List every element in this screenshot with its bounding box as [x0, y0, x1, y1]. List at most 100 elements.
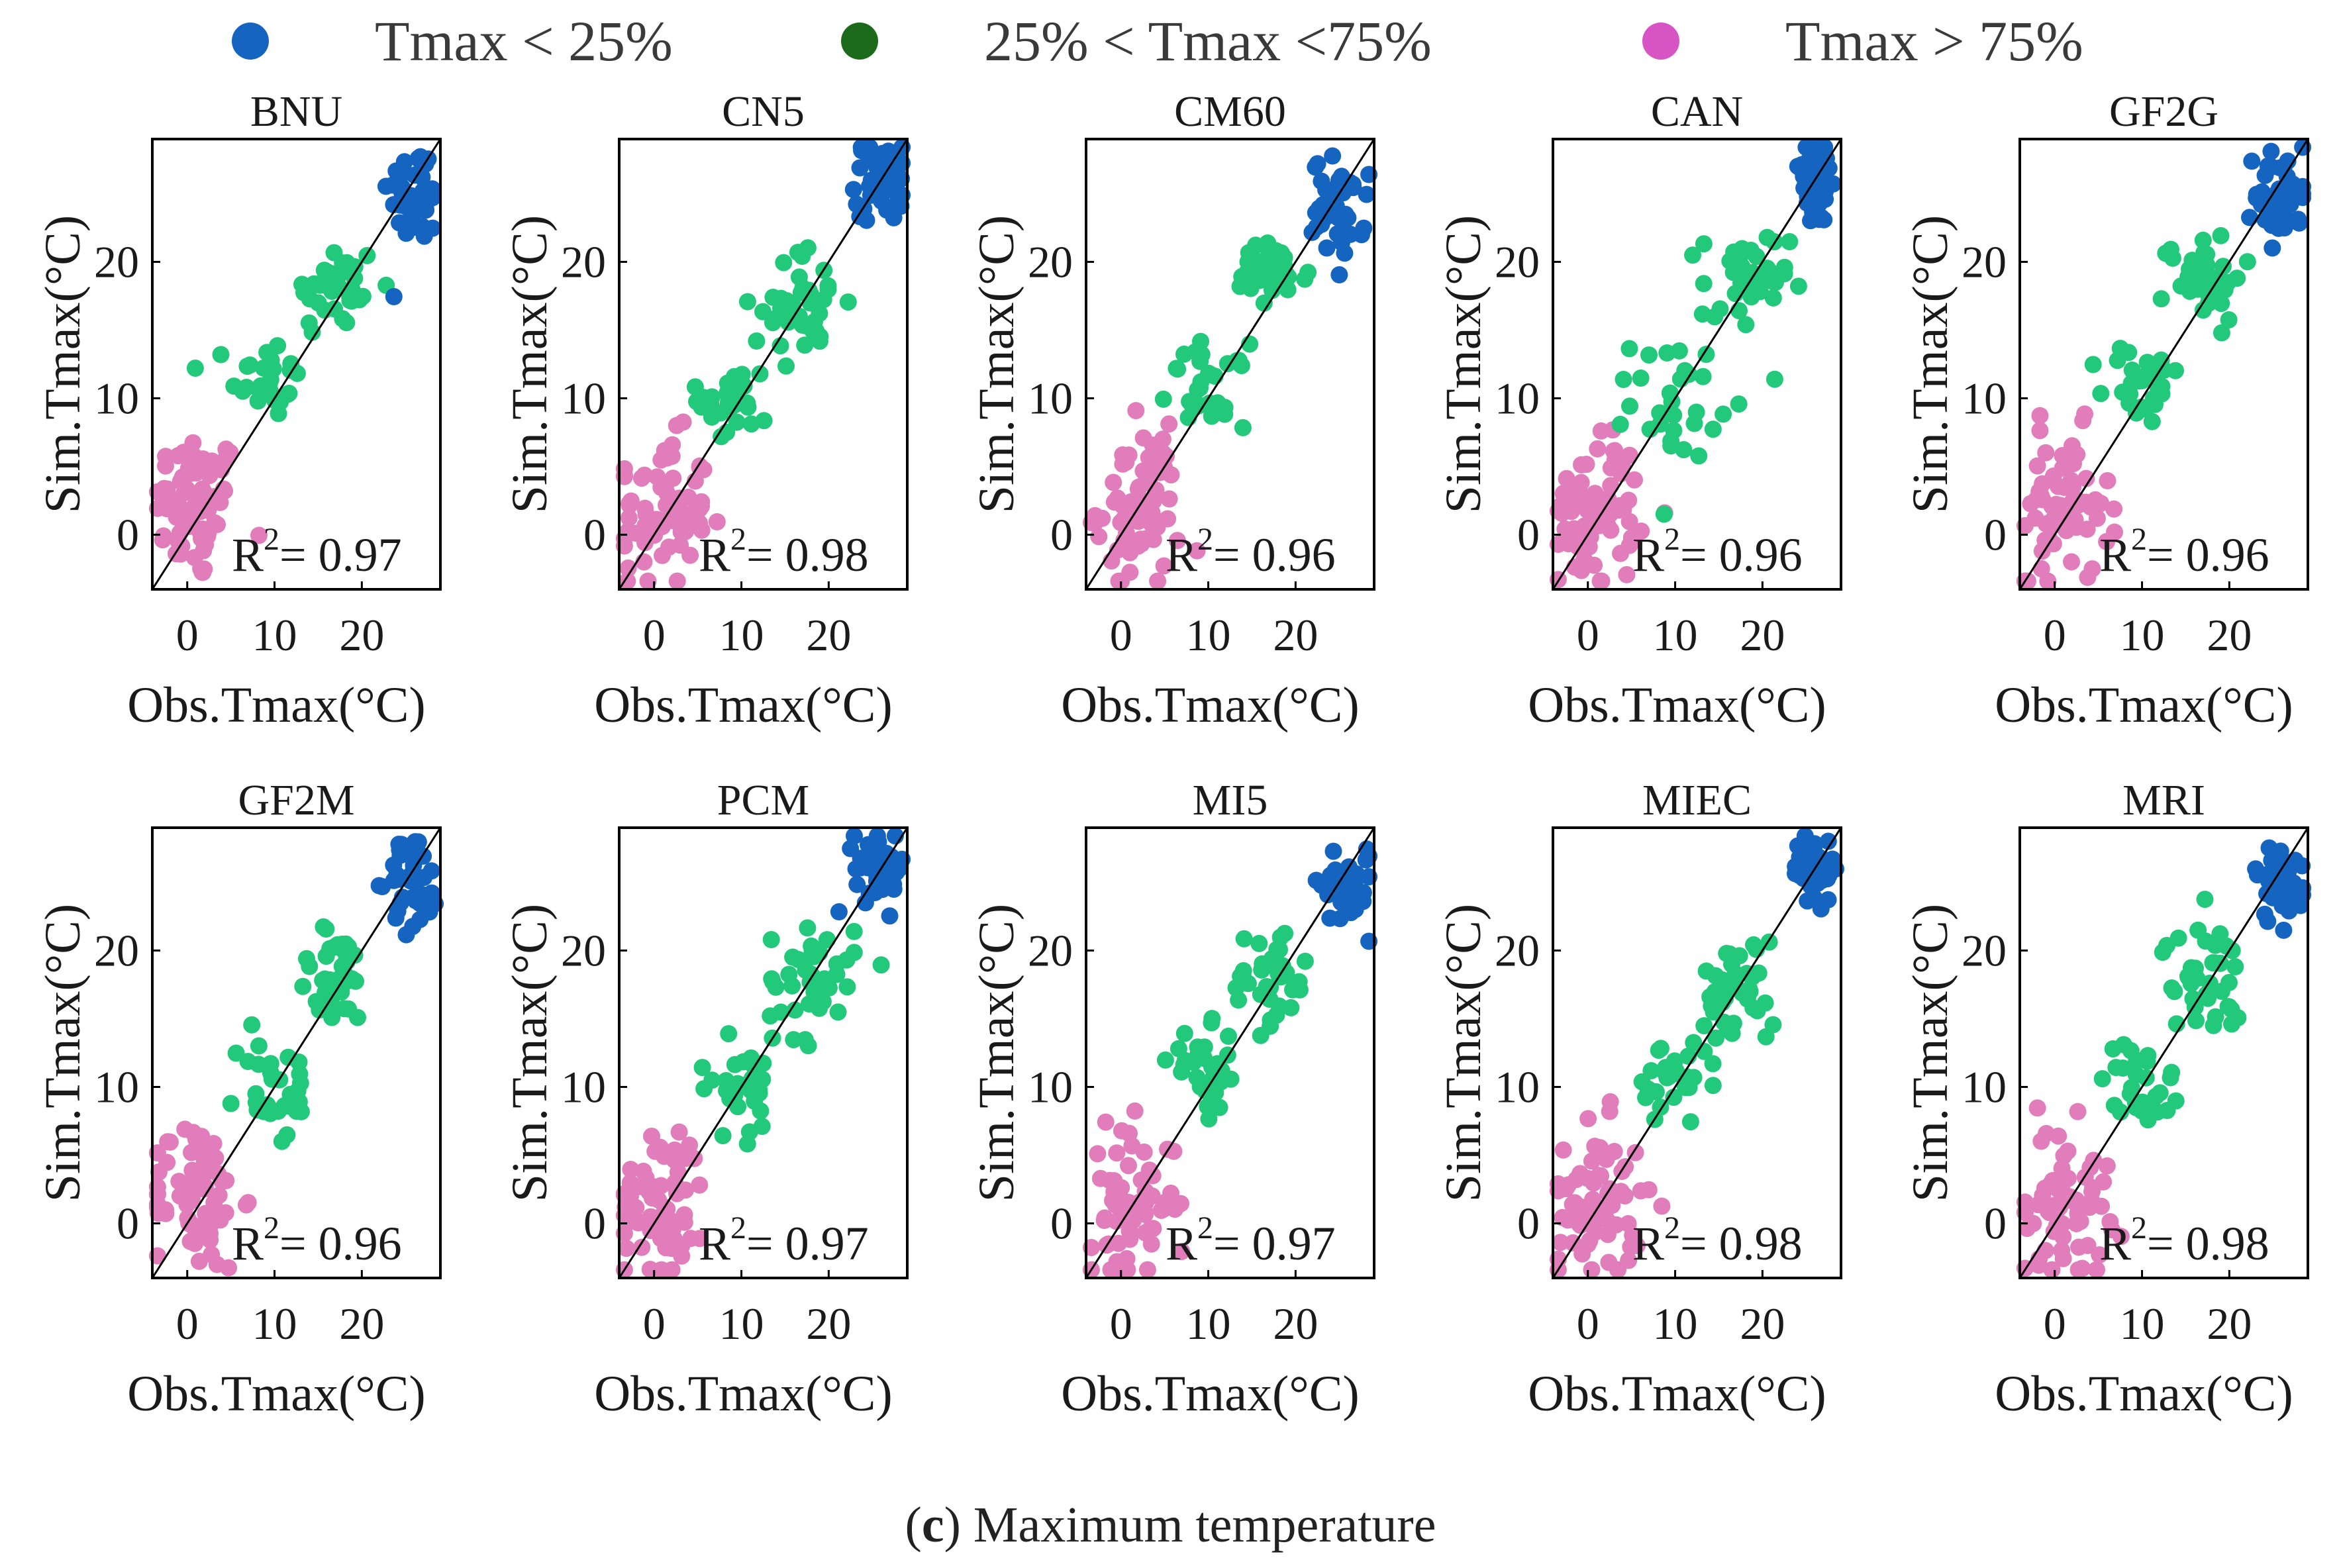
data-point-warm	[1554, 1141, 1572, 1159]
data-point-mid	[1704, 1055, 1722, 1073]
data-point-warm	[2053, 1159, 2071, 1177]
y-tick-label: 20	[1028, 925, 1073, 975]
data-point-cold	[409, 870, 426, 888]
data-point-mid	[2222, 1001, 2240, 1018]
y-tick-label: 10	[1962, 1062, 2007, 1112]
x-tick-label: 0	[643, 1298, 666, 1349]
data-point-mid	[751, 365, 769, 383]
data-point-cold	[1319, 886, 1337, 904]
r2-annotation: R2= 0.96	[1632, 522, 1803, 581]
data-point-cold	[1819, 891, 1837, 908]
data-point-warm	[1562, 503, 1580, 520]
r2-annotation: R2= 0.96	[1166, 522, 1336, 581]
data-point-mid	[222, 1095, 240, 1112]
data-point-mid	[790, 268, 808, 286]
axes-frame	[1085, 826, 1375, 1279]
one-to-one-line	[1085, 827, 1375, 1279]
r2-annotation: R2= 0.97	[1166, 1210, 1336, 1270]
x-tick-label: 0	[1577, 1298, 1599, 1349]
data-point-mid	[338, 953, 356, 971]
one-to-one-line	[151, 827, 442, 1279]
figure-caption: (c) Maximum temperature	[0, 1496, 2341, 1554]
data-point-warm	[206, 514, 224, 532]
data-point-warm	[1579, 1110, 1597, 1128]
data-point-warm	[1583, 1261, 1601, 1279]
data-point-mid	[1693, 305, 1711, 323]
data-point-mid	[262, 357, 280, 375]
data-point-cold	[2273, 897, 2291, 914]
data-point-warm	[648, 468, 666, 486]
panel-mi5: 0 10 20 0 10 20 MI5 Obs.Tmax(°C) Sim.Tmax(°C) R2=…	[969, 776, 1378, 1422]
data-point-cold	[385, 288, 403, 305]
data-point-warm	[1566, 558, 1584, 576]
data-point-cold	[411, 148, 429, 166]
data-point-mid	[1676, 362, 1694, 379]
y-axis-label: Sim.Tmax(°C)	[35, 215, 91, 513]
y-axis-label: Sim.Tmax(°C)	[502, 904, 558, 1202]
data-point-mid	[2138, 1052, 2156, 1070]
data-point-warm	[1586, 501, 1604, 518]
caption-prefix: (	[905, 1497, 922, 1553]
y-tick-label: 10	[561, 1062, 606, 1112]
panel-mri: 0 10 20 0 10 20 MRI Obs.Tmax(°C) Sim.Tmax(°C) R2=…	[1903, 776, 2312, 1422]
r2-annotation: R2= 0.98	[2099, 1210, 2269, 1270]
data-point-mid	[712, 404, 730, 422]
data-point-warm	[1134, 429, 1152, 447]
legend-item-warm: Tmax > 75%	[1642, 8, 2083, 74]
data-point-warm	[1576, 517, 1593, 535]
data-point-warm	[670, 1123, 688, 1141]
y-tick-label: 10	[1962, 373, 2007, 424]
data-point-warm	[617, 1240, 635, 1257]
data-point-cold	[2262, 142, 2280, 160]
data-point-mid	[1250, 934, 1268, 952]
panel-miec: 0 10 20 0 10 20 MIEC Obs.Tmax(°C) Sim.Tmax(°C) R2…	[1436, 776, 1845, 1422]
data-point-mid	[1253, 959, 1271, 977]
data-point-warm	[2045, 1222, 2063, 1240]
data-point-mid	[1258, 259, 1275, 277]
data-point-mid	[1660, 1067, 1678, 1085]
data-point-warm	[2083, 560, 2101, 578]
y-tick-label: 0	[1517, 1199, 1540, 1249]
data-point-mid	[724, 377, 742, 395]
data-point-mid	[828, 955, 846, 973]
data-point-mid	[1255, 294, 1273, 312]
data-point-warm	[2088, 1261, 2105, 1279]
data-point-mid	[1764, 289, 1782, 307]
x-axis-label: Obs.Tmax(°C)	[1061, 1366, 1359, 1422]
data-point-mid	[1775, 258, 1793, 276]
data-point-mid	[2189, 921, 2207, 939]
data-point-mid	[2158, 1102, 2176, 1119]
data-point-mid	[2164, 249, 2181, 267]
data-point-mid	[1640, 346, 1658, 364]
data-point-mid	[1716, 984, 1734, 1002]
data-point-mid	[1690, 447, 1708, 465]
data-point-warm	[1108, 1253, 1126, 1271]
data-point-warm	[2048, 495, 2065, 513]
data-point-cold	[2281, 195, 2299, 213]
data-point-mid	[839, 293, 857, 311]
data-point-cold	[1819, 832, 1837, 850]
data-point-warm	[1593, 572, 1611, 590]
data-point-cold	[877, 876, 895, 894]
data-point-warm	[1166, 1200, 1184, 1218]
data-point-cold	[424, 219, 442, 237]
data-point-cold	[1791, 867, 1809, 885]
data-point-warm	[1173, 1243, 1191, 1260]
data-point-cold	[2279, 863, 2297, 881]
data-point-mid	[1621, 397, 1638, 415]
data-point-cold	[423, 884, 440, 902]
data-point-cold	[1799, 892, 1817, 910]
y-tick-label: 0	[583, 510, 606, 560]
data-point-mid	[872, 956, 890, 974]
data-point-warm	[211, 1211, 229, 1229]
data-point-warm	[627, 1199, 645, 1216]
data-point-warm	[169, 447, 187, 465]
legend-marker-warm	[1642, 23, 1679, 60]
data-point-mid	[1742, 288, 1760, 306]
y-tick-label: 10	[1495, 1062, 1540, 1112]
data-point-warm	[680, 511, 698, 528]
r2-annotation: R2= 0.98	[1632, 1210, 1803, 1270]
data-point-mid	[785, 1031, 803, 1049]
data-point-warm	[1601, 1102, 1619, 1120]
data-point-warm	[1113, 1122, 1130, 1140]
